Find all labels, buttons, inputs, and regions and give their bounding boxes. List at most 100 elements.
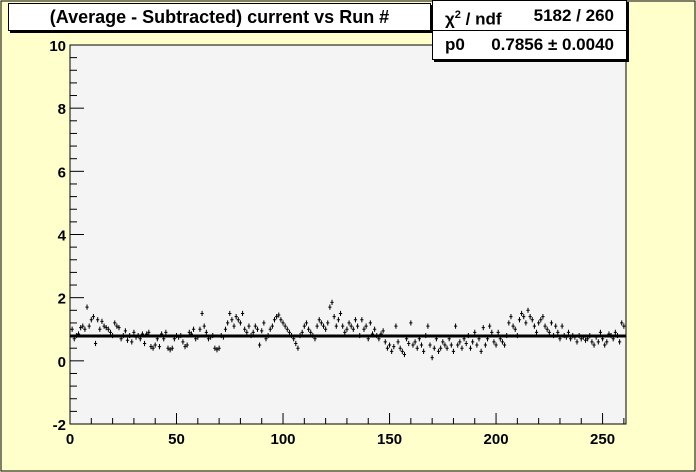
x-tick-label: 200 xyxy=(484,431,509,448)
x-tick-label: 0 xyxy=(66,431,74,448)
data-point xyxy=(451,348,456,354)
data-point xyxy=(492,339,496,345)
data-point xyxy=(620,320,624,326)
data-point xyxy=(270,323,274,329)
data-point xyxy=(215,347,219,353)
data-point xyxy=(253,323,257,329)
data-point xyxy=(473,329,477,336)
stats-box: χ2 / ndf 5182 / 260 p0 0.7856 ± 0.0040 xyxy=(432,0,627,60)
data-point xyxy=(100,318,104,324)
data-point xyxy=(168,347,172,353)
data-point xyxy=(598,329,603,336)
data-point xyxy=(351,326,355,332)
data-point xyxy=(541,314,545,320)
data-point xyxy=(618,339,622,345)
data-point xyxy=(398,345,402,351)
data-point xyxy=(157,344,162,350)
data-point xyxy=(213,345,217,351)
data-point xyxy=(436,348,441,354)
data-point xyxy=(460,345,464,351)
y-tick-label: 4 xyxy=(58,228,67,245)
data-point xyxy=(262,320,266,326)
data-point xyxy=(368,320,372,326)
data-point xyxy=(185,342,189,348)
stats-row-chi2: χ2 / ndf 5182 / 260 xyxy=(433,1,626,31)
plot-frame xyxy=(69,44,627,425)
data-point xyxy=(330,299,334,306)
data-point xyxy=(198,326,202,332)
data-point xyxy=(283,323,287,329)
data-point xyxy=(596,339,600,345)
data-point xyxy=(449,342,453,348)
data-point xyxy=(500,339,505,345)
data-point xyxy=(394,323,398,329)
data-point xyxy=(392,344,396,350)
data-point xyxy=(240,310,245,317)
data-point xyxy=(268,326,272,332)
data-point xyxy=(443,342,447,348)
data-point xyxy=(345,326,349,332)
data-point xyxy=(202,323,206,329)
data-point xyxy=(272,317,277,323)
x-tick-label: 50 xyxy=(168,431,185,448)
data-point xyxy=(104,325,108,331)
data-point xyxy=(217,345,221,351)
data-point xyxy=(353,317,358,323)
data-point xyxy=(317,317,321,323)
data-point xyxy=(468,345,473,351)
data-point xyxy=(496,329,500,336)
data-point xyxy=(471,339,475,345)
data-point xyxy=(415,345,419,351)
y-tick-label: -2 xyxy=(53,417,66,434)
data-point xyxy=(277,312,281,318)
data-point xyxy=(83,326,87,332)
data-point xyxy=(81,323,85,329)
data-point xyxy=(230,317,234,323)
data-point xyxy=(247,323,251,329)
data-point xyxy=(132,329,136,336)
data-point xyxy=(336,317,341,323)
data-point xyxy=(511,323,515,329)
data-point xyxy=(407,340,411,347)
data-point xyxy=(251,329,255,336)
data-point xyxy=(475,342,479,348)
data-point xyxy=(315,323,319,329)
data-point xyxy=(226,320,230,326)
data-point xyxy=(428,342,432,348)
data-point xyxy=(513,326,517,332)
data-point xyxy=(362,326,366,332)
data-point xyxy=(296,345,300,351)
data-point xyxy=(622,323,626,329)
data-point xyxy=(153,342,157,348)
data-point xyxy=(187,329,191,336)
data-point xyxy=(481,325,485,331)
data-point xyxy=(453,323,458,329)
stats-value-chi2: 5182 / 260 xyxy=(533,6,614,25)
data-point xyxy=(530,317,534,323)
data-point xyxy=(549,320,554,326)
data-point xyxy=(324,326,328,332)
data-point xyxy=(347,320,351,326)
data-point xyxy=(560,323,564,329)
data-point xyxy=(483,342,488,348)
data-point xyxy=(613,329,617,336)
data-point xyxy=(413,339,417,345)
data-point xyxy=(321,323,326,329)
data-point xyxy=(539,317,543,323)
data-point xyxy=(524,320,528,326)
data-point xyxy=(532,323,536,329)
data-point xyxy=(281,320,285,326)
y-tick-label: 6 xyxy=(58,164,66,181)
data-point xyxy=(520,310,524,317)
data-point xyxy=(385,345,390,351)
data-point xyxy=(79,325,83,331)
x-tick-label: 250 xyxy=(590,431,615,448)
data-point xyxy=(526,307,530,313)
data-point xyxy=(332,314,336,320)
data-point xyxy=(338,310,343,317)
data-point xyxy=(543,323,547,329)
data-point xyxy=(349,323,353,329)
